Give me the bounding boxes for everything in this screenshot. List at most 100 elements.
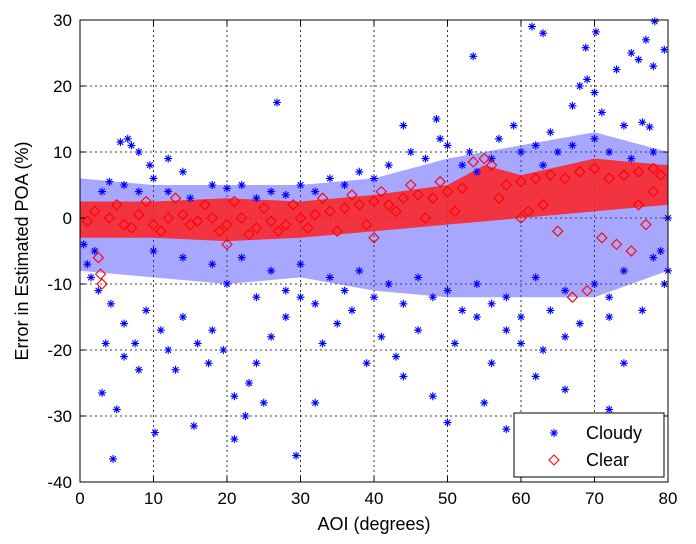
data-point-cloudy bbox=[619, 359, 628, 368]
data-point-cloudy bbox=[237, 253, 246, 262]
data-point-cloudy bbox=[131, 339, 140, 348]
data-point-cloudy bbox=[325, 273, 334, 282]
data-point-clear bbox=[257, 202, 270, 214]
data-point-clear bbox=[515, 212, 527, 224]
data-point-cloudy bbox=[252, 194, 261, 203]
legend-diamond-symbol bbox=[548, 454, 560, 466]
data-point-cloudy bbox=[281, 313, 290, 321]
data-point-clear bbox=[493, 192, 505, 204]
data-point-cloudy bbox=[619, 121, 628, 130]
data-point-clear bbox=[360, 218, 373, 231]
data-point-clear bbox=[331, 225, 344, 237]
data-point-cloudy bbox=[487, 359, 496, 368]
data-point-cloudy bbox=[204, 359, 213, 368]
data-point-clear bbox=[640, 218, 652, 231]
data-point-cloudy bbox=[597, 108, 606, 117]
data-point-cloudy bbox=[509, 121, 518, 130]
data-point-clear bbox=[412, 189, 424, 201]
data-point-clear bbox=[92, 251, 105, 264]
legend-box bbox=[513, 412, 665, 478]
data-point-clear bbox=[515, 175, 527, 188]
data-point-clear bbox=[177, 208, 189, 221]
legend-marker-clear bbox=[548, 454, 560, 466]
data-point-clear bbox=[250, 222, 263, 234]
data-point-cloudy bbox=[134, 365, 143, 374]
data-point-cloudy bbox=[355, 266, 364, 275]
data-point-cloudy bbox=[241, 412, 250, 420]
data-point-cloudy bbox=[517, 148, 525, 156]
data-point-clear bbox=[647, 162, 660, 175]
data-point-cloudy bbox=[656, 247, 665, 255]
data-point-cloudy bbox=[311, 398, 320, 407]
data-point-clear bbox=[397, 192, 410, 204]
data-point-clear bbox=[221, 218, 233, 231]
data-point-cloudy bbox=[641, 35, 650, 44]
data-point-clear bbox=[96, 278, 108, 290]
data-point-cloudy bbox=[105, 177, 114, 186]
data-point-cloudy bbox=[517, 313, 525, 321]
data-point-cloudy bbox=[539, 161, 548, 170]
data-point-clear bbox=[162, 212, 174, 224]
data-point-cloudy bbox=[392, 352, 401, 361]
data-point-cloudy bbox=[553, 148, 562, 156]
x-tick-label: 40 bbox=[365, 489, 384, 508]
data-point-clear bbox=[529, 172, 542, 185]
data-point-cloudy bbox=[487, 154, 496, 163]
legend-label-cloudy: Cloudy bbox=[586, 423, 642, 443]
data-point-cloudy bbox=[281, 286, 290, 295]
data-point-clear bbox=[346, 189, 358, 201]
data-point-clear bbox=[618, 169, 630, 181]
data-point-clear bbox=[404, 179, 417, 191]
data-point-clear bbox=[625, 245, 638, 257]
data-point-cloudy bbox=[531, 141, 540, 150]
data-point-cloudy bbox=[627, 49, 636, 57]
data-point-cloudy bbox=[531, 273, 540, 282]
data-point-cloudy bbox=[575, 82, 584, 90]
data-point-clear bbox=[456, 182, 468, 195]
data-point-cloudy bbox=[340, 286, 349, 295]
data-point-cloudy bbox=[311, 187, 320, 196]
data-point-cloudy bbox=[591, 27, 600, 36]
data-point-cloudy bbox=[208, 260, 217, 269]
data-point-cloudy bbox=[377, 332, 386, 341]
data-point-clear bbox=[427, 192, 439, 204]
data-point-cloudy bbox=[164, 154, 173, 163]
data-point-cloudy bbox=[193, 339, 202, 348]
data-point-cloudy bbox=[561, 332, 570, 341]
data-point-cloudy bbox=[87, 273, 96, 282]
data-point-cloudy bbox=[340, 181, 349, 189]
y-tick-label: -20 bbox=[47, 341, 72, 360]
data-point-cloudy bbox=[272, 98, 281, 107]
data-point-clear bbox=[434, 175, 446, 188]
data-point-cloudy bbox=[142, 306, 151, 315]
data-point-cloudy bbox=[149, 247, 158, 255]
data-point-cloudy bbox=[619, 266, 628, 275]
data-point-cloudy bbox=[178, 313, 187, 321]
data-point-clear bbox=[199, 199, 211, 211]
data-point-cloudy bbox=[458, 161, 467, 170]
data-point-cloudy bbox=[502, 326, 511, 335]
data-point-cloudy bbox=[528, 22, 537, 31]
data-point-cloudy bbox=[432, 115, 441, 123]
data-point-cloudy bbox=[296, 181, 305, 189]
data-point-cloudy bbox=[333, 319, 342, 328]
data-point-cloudy bbox=[428, 293, 437, 302]
data-point-cloudy bbox=[649, 253, 658, 262]
data-point-cloudy bbox=[583, 75, 592, 84]
data-point-cloudy bbox=[267, 332, 276, 341]
data-point-clear bbox=[133, 208, 145, 221]
data-point-clear bbox=[294, 212, 307, 224]
data-point-cloudy bbox=[581, 43, 590, 52]
data-point-clear bbox=[610, 238, 623, 251]
y-tick-label: -30 bbox=[47, 407, 72, 426]
y-axis-label: Error in Estimated POA (%) bbox=[12, 141, 32, 360]
data-point-cloudy bbox=[149, 174, 158, 183]
x-tick-label: 60 bbox=[512, 489, 531, 508]
data-point-cloudy bbox=[605, 148, 614, 156]
data-point-cloudy bbox=[634, 55, 643, 64]
data-point-cloudy bbox=[450, 339, 459, 348]
data-point-cloudy bbox=[186, 194, 195, 203]
data-point-cloudy bbox=[399, 121, 408, 130]
data-point-cloudy bbox=[531, 372, 540, 381]
data-point-cloudy bbox=[296, 260, 305, 269]
